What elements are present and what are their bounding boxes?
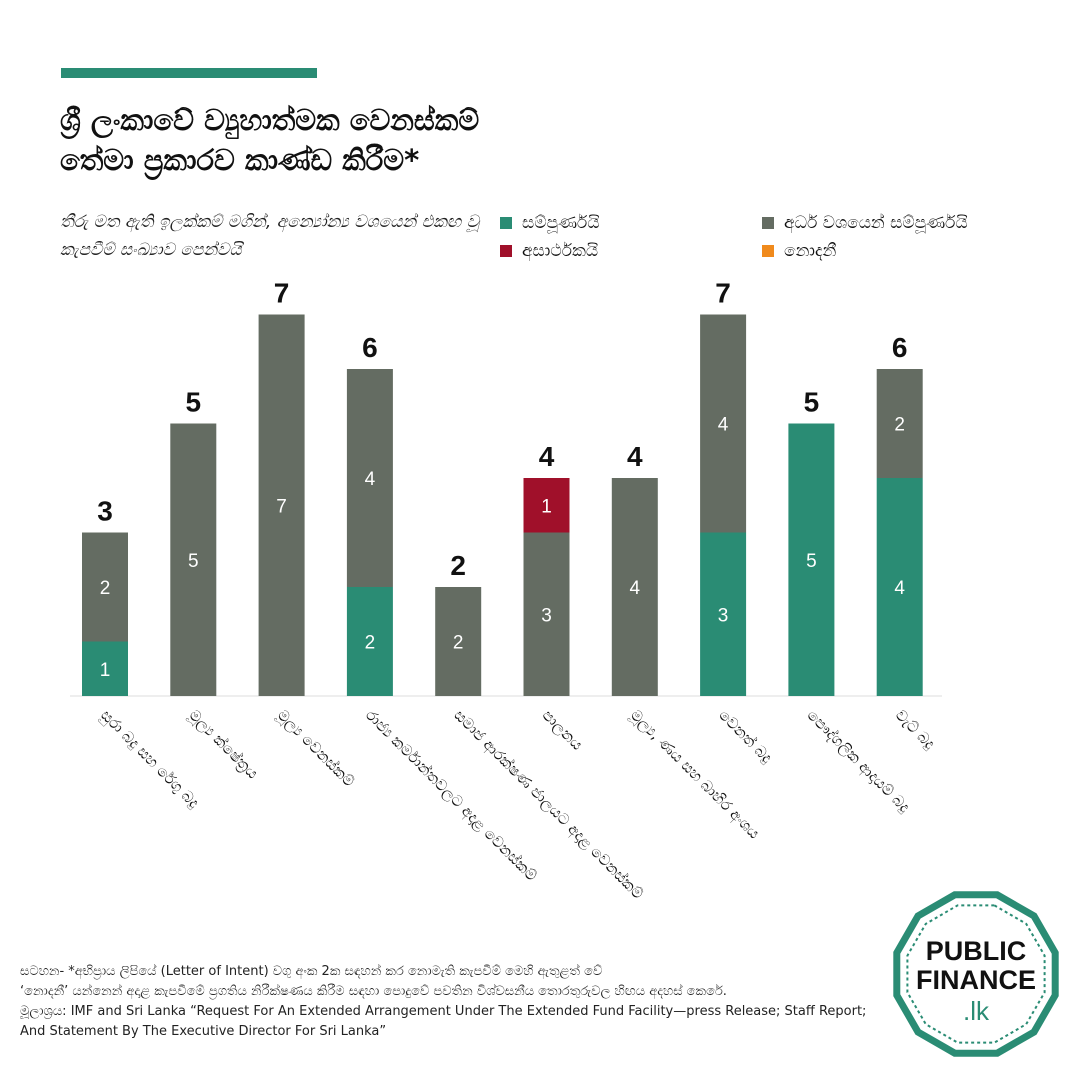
legend-swatch-failed [500, 245, 512, 257]
bar-segment-label: 4 [894, 578, 905, 599]
logo-word-1: PUBLIC [926, 936, 1027, 966]
bar-segment-label: 3 [718, 605, 729, 626]
bar-segment-label: 4 [365, 469, 376, 490]
footnote-source: මූලාශ්‍රය: IMF and Sri Lanka “Request Fo… [20, 1004, 867, 1039]
bar-segment [82, 532, 128, 642]
legend-label-failed: අසාර්ථකයි [522, 241, 599, 261]
x-tick-label: සුරා බදු සහ රේගු බදු [96, 706, 203, 813]
x-tick-label: රාජ්‍ය කර්මාන්තවලට අදාළ වෙනස්කම් [361, 706, 541, 886]
legend-item-failed: අසාර්ථකයි [500, 238, 598, 264]
bar-segment [788, 423, 835, 696]
legend-label-completed: සම්පූර්ණයි [522, 213, 600, 233]
bar-total-label: 6 [362, 332, 378, 363]
footnote-note-2: ‘නොදනී’ යන්නෙන් අදාළ කැපවීමේ ප්‍රගතිය නි… [20, 984, 727, 999]
bar-segment [876, 369, 923, 478]
bar-segment [700, 314, 747, 533]
bar-segment-label: 2 [365, 633, 376, 654]
bar-total-label: 2 [450, 550, 466, 581]
bar-segment-label: 5 [188, 551, 199, 572]
bar-segment [170, 423, 217, 696]
bar-segment [700, 532, 747, 696]
bar-total-label: 3 [97, 496, 113, 527]
bar-total-label: 7 [274, 278, 290, 309]
logo-word-3: .lk [963, 996, 990, 1026]
x-tick-label: මූල්‍ය ක්ෂේත්‍රය [185, 706, 262, 783]
legend-swatch-unknown [762, 245, 774, 257]
legend-item-completed: සම්පූර්ණයි [500, 210, 600, 236]
legend-item-unknown: නොදනී [762, 238, 836, 264]
bar-segment [523, 478, 570, 533]
accent-bar [61, 68, 317, 78]
bar-segment-label: 4 [718, 415, 729, 436]
x-tick-label: වෙනත් බදු [715, 706, 776, 767]
bar-total-label: 5 [186, 387, 202, 418]
bar-total-label: 5 [804, 387, 820, 418]
footnote: සටහන- *අභිප්‍රාය ලිපියේ (Letter of Inten… [20, 962, 880, 1042]
logo-inner-ring [906, 904, 1046, 1044]
bar-segment-label: 2 [100, 578, 111, 599]
bar-segment-label: 1 [100, 660, 111, 681]
bar-segment-label: 1 [541, 496, 552, 517]
bar-segment-label: 2 [894, 415, 905, 436]
x-tick-label: මූල්‍ය වෙනස්කම් [273, 706, 358, 791]
legend-swatch-completed [500, 217, 512, 229]
legend-item-partial: අර්ධ වශයෙන් සම්පූර්ණයි [762, 210, 968, 236]
bar-segment-label: 5 [806, 551, 817, 572]
title-line-1: ශ්‍රී ලංකාවේ ව්‍යුහාත්මක වෙනස්කම් [60, 103, 480, 137]
logo-outer-ring [893, 891, 1059, 1057]
bar-segment-label: 3 [541, 605, 552, 626]
bar-segment [82, 641, 128, 696]
x-tick-label: සමාජ ආරක්ෂණ ජාලයට අදාළ වෙනස්කම් [450, 706, 648, 904]
x-tick-label: වැට් බදු [892, 706, 939, 753]
legend-label-partial: අර්ධ වශයෙන් සම්පූර්ණයි [784, 213, 968, 233]
bar-total-label: 4 [539, 441, 555, 472]
chart-subtitle: තීරු මත ඇති ඉලක්කම් මගින්, අන්‍යෝන්‍ය වශ… [60, 212, 479, 260]
public-finance-logo: PUBLIC FINANCE .lk [893, 891, 1059, 1057]
bar-segment-label: 7 [276, 496, 287, 517]
legend: සම්පූර්ණයි අර්ධ වශයෙන් සම්පූර්ණයි අසාර්ථ… [500, 210, 1060, 274]
bar-segment [876, 478, 923, 696]
bar-segment [611, 478, 658, 696]
x-tick-label: පාලනය [539, 706, 587, 754]
bar-segment-label: 2 [453, 633, 464, 654]
legend-swatch-partial [762, 217, 774, 229]
bar-segment [258, 314, 305, 696]
logo-word-2: FINANCE [916, 965, 1036, 995]
bar-segment [346, 369, 393, 587]
title-line-2: තේමා ප්‍රකාරව කාණ්ඩ කිරීම* [60, 143, 420, 177]
bar-total-label: 7 [715, 278, 731, 309]
stacked-bar-chart: 1 2 3 සුරා බදු සහ රේගු බදු 5 5 මූල්‍ය ක්ෂේත්‍ර… [70, 278, 942, 904]
bar-total-label: 6 [892, 332, 908, 363]
legend-label-unknown: නොදනී [784, 241, 837, 261]
bar-segment [346, 587, 393, 696]
bar-segment [435, 587, 482, 696]
bar-segment-label: 4 [630, 578, 641, 599]
footnote-note-1: සටහන- *අභිප්‍රාය ලිපියේ (Letter of Inten… [20, 964, 603, 979]
chart-title: ශ්‍රී ලංකාවේ ව්‍යුහාත්මක වෙනස්කම් තේමා ප… [60, 100, 660, 180]
bar-total-label: 4 [627, 441, 643, 472]
bar-segment [523, 532, 570, 696]
